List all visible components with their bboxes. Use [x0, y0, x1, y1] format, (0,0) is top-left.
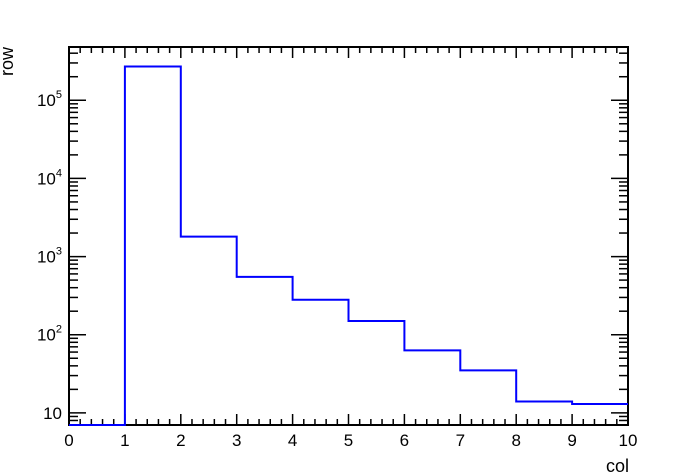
y-axis-tick-labels: 10 102 103 104 105 — [37, 89, 62, 423]
y-tick-label: 103 — [37, 246, 62, 267]
x-tick-label: 10 — [619, 431, 638, 450]
y-tick-label: 104 — [37, 167, 62, 188]
histogram-series-line — [69, 65, 628, 426]
plot-frame — [68, 46, 629, 426]
y-axis-ticks — [69, 52, 628, 426]
x-tick-label: 6 — [400, 431, 409, 450]
y-tick-label: 10 — [43, 404, 62, 423]
y-tick-label: 105 — [37, 89, 62, 110]
x-tick-label: 2 — [176, 431, 185, 450]
x-tick-label: 7 — [456, 431, 465, 450]
x-tick-label: 9 — [567, 431, 576, 450]
x-axis-title: col — [606, 456, 629, 474]
x-tick-label: 1 — [120, 431, 129, 450]
x-axis-tick-labels: 0 1 2 3 4 5 6 7 8 9 10 — [64, 431, 637, 450]
y-axis-title: row — [0, 46, 17, 76]
x-tick-label: 8 — [511, 431, 520, 450]
y-tick-label: 102 — [37, 324, 62, 345]
x-axis-ticks — [68, 47, 629, 425]
x-tick-label: 0 — [64, 431, 73, 450]
x-tick-label: 4 — [288, 431, 297, 450]
x-tick-label: 3 — [232, 431, 241, 450]
x-tick-label: 5 — [344, 431, 353, 450]
